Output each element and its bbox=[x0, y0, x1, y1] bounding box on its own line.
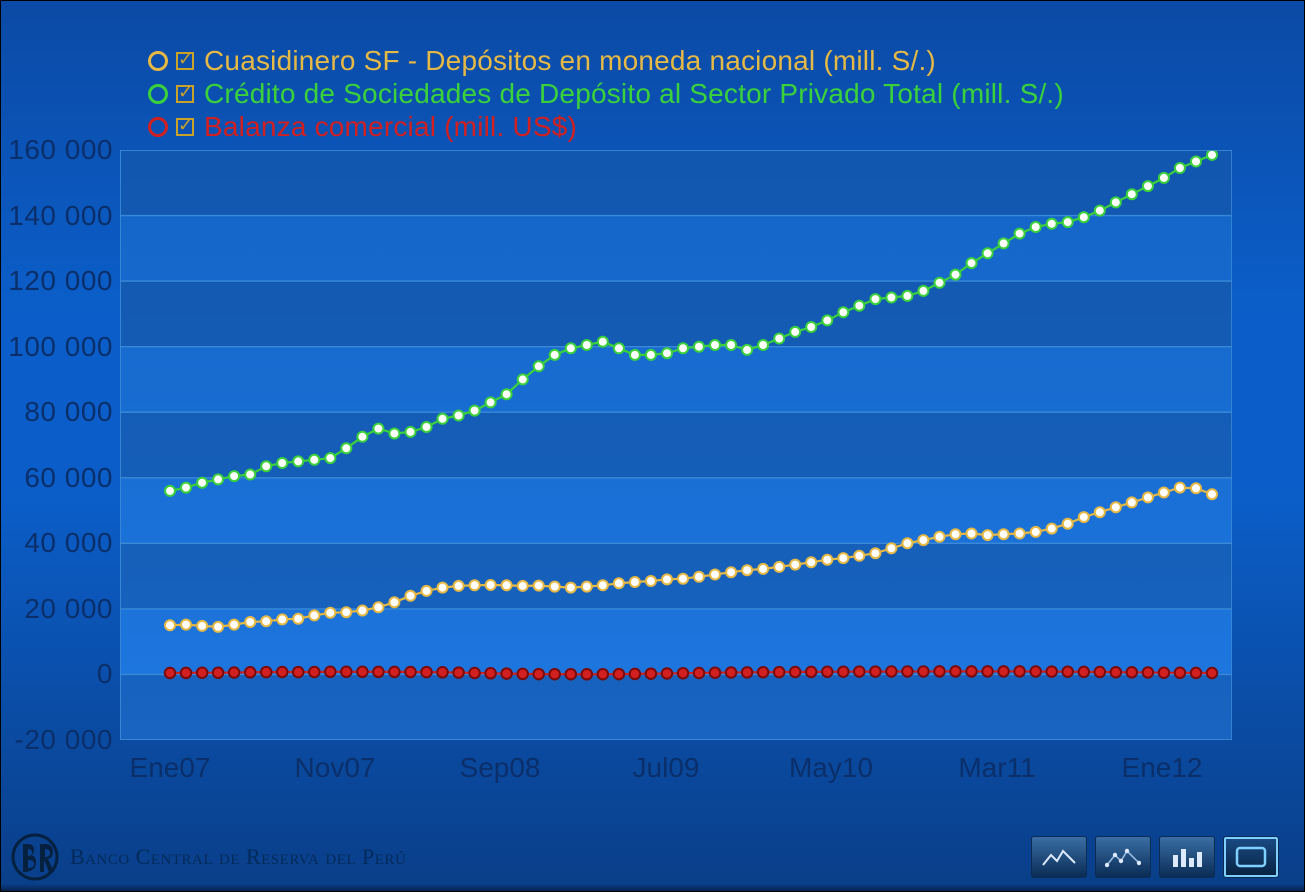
bottom-shadow bbox=[0, 884, 1305, 892]
bank-name: Banco Central de Reserva del Perú bbox=[70, 844, 406, 870]
chart-toolbar bbox=[1031, 836, 1295, 878]
checkbox-icon[interactable] bbox=[176, 85, 194, 103]
legend-label: Cuasidinero SF - Depósitos en moneda nac… bbox=[204, 45, 936, 77]
y-tick-label: 120 000 bbox=[3, 265, 113, 297]
chart-svg bbox=[120, 150, 1232, 740]
fullscreen-button[interactable] bbox=[1223, 836, 1279, 878]
legend-row-balanza[interactable]: Balanza comercial (mill. US$) bbox=[148, 110, 1064, 143]
x-tick-label: Ene12 bbox=[1122, 752, 1203, 784]
y-tick-label: 140 000 bbox=[3, 200, 113, 232]
y-tick-label: 40 000 bbox=[3, 527, 113, 559]
checkbox-icon[interactable] bbox=[176, 118, 194, 136]
y-tick-label: -20 000 bbox=[3, 724, 113, 756]
legend-marker-icon bbox=[148, 84, 168, 104]
x-tick-label: Jul09 bbox=[633, 752, 700, 784]
fullscreen-icon bbox=[1233, 845, 1269, 869]
legend-label: Crédito de Sociedades de Depósito al Sec… bbox=[204, 78, 1064, 110]
legend-label: Balanza comercial (mill. US$) bbox=[204, 111, 577, 143]
bcrp-logo-icon bbox=[10, 832, 60, 882]
x-tick-label: Ene07 bbox=[130, 752, 211, 784]
x-tick-label: Nov07 bbox=[295, 752, 376, 784]
x-tick-label: Mar11 bbox=[958, 752, 1035, 784]
scatter-chart-button[interactable] bbox=[1095, 836, 1151, 878]
y-tick-label: 0 bbox=[3, 658, 113, 690]
line-chart-button[interactable] bbox=[1031, 836, 1087, 878]
legend-marker-icon bbox=[148, 51, 168, 71]
x-tick-label: May10 bbox=[789, 752, 873, 784]
y-tick-label: 80 000 bbox=[3, 396, 113, 428]
bar-chart-button[interactable] bbox=[1159, 836, 1215, 878]
plot-area bbox=[120, 150, 1232, 740]
legend-row-cuasidinero[interactable]: Cuasidinero SF - Depósitos en moneda nac… bbox=[148, 44, 1064, 77]
line-chart-icon bbox=[1041, 845, 1077, 869]
bar-chart-icon bbox=[1169, 845, 1205, 869]
chart-container: Cuasidinero SF - Depósitos en moneda nac… bbox=[0, 0, 1305, 892]
scatter-chart-icon bbox=[1105, 845, 1141, 869]
x-tick-label: Sep08 bbox=[460, 752, 541, 784]
y-tick-label: 60 000 bbox=[3, 462, 113, 494]
y-tick-label: 100 000 bbox=[3, 331, 113, 363]
checkbox-icon[interactable] bbox=[176, 52, 194, 70]
y-tick-label: 160 000 bbox=[3, 134, 113, 166]
legend-marker-icon bbox=[148, 117, 168, 137]
legend-row-credito[interactable]: Crédito de Sociedades de Depósito al Sec… bbox=[148, 77, 1064, 110]
legend: Cuasidinero SF - Depósitos en moneda nac… bbox=[148, 44, 1064, 143]
y-tick-label: 20 000 bbox=[3, 593, 113, 625]
footer: Banco Central de Reserva del Perú bbox=[10, 832, 1295, 882]
